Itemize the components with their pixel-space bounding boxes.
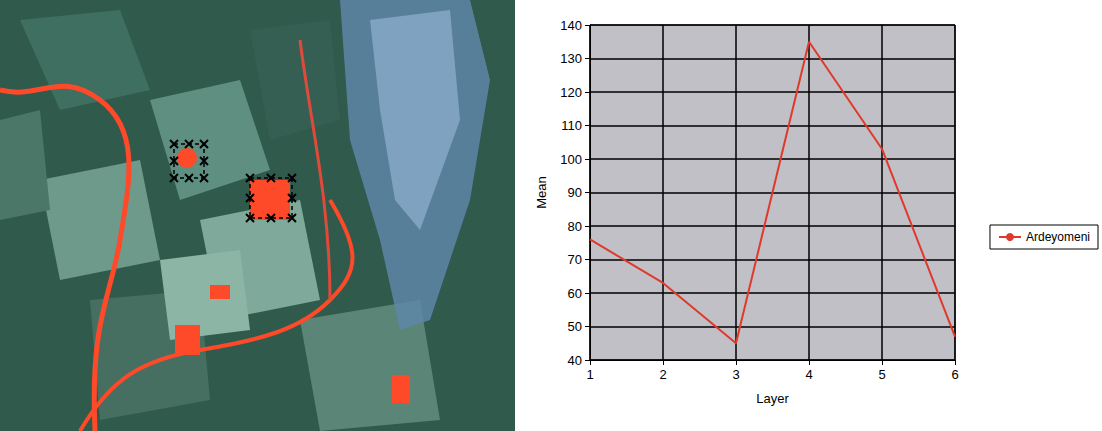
svg-text:Mean: Mean (534, 176, 549, 209)
svg-text:130: 130 (560, 51, 582, 66)
svg-text:80: 80 (568, 219, 582, 234)
svg-text:1: 1 (586, 367, 593, 382)
svg-text:50: 50 (568, 319, 582, 334)
svg-text:2: 2 (659, 367, 666, 382)
svg-text:110: 110 (561, 118, 582, 133)
svg-text:70: 70 (568, 252, 582, 267)
svg-text:120: 120 (560, 85, 582, 100)
svg-text:3: 3 (732, 367, 739, 382)
svg-text:6: 6 (951, 367, 958, 382)
svg-text:90: 90 (568, 185, 582, 200)
svg-text:4: 4 (805, 367, 812, 382)
svg-text:60: 60 (568, 286, 582, 301)
svg-text:100: 100 (560, 152, 582, 167)
svg-text:Ardeyomeni: Ardeyomeni (1026, 230, 1090, 244)
svg-text:140: 140 (560, 18, 582, 33)
svg-text:5: 5 (878, 367, 885, 382)
svg-text:40: 40 (568, 353, 582, 368)
svg-text:Layer: Layer (756, 391, 789, 406)
